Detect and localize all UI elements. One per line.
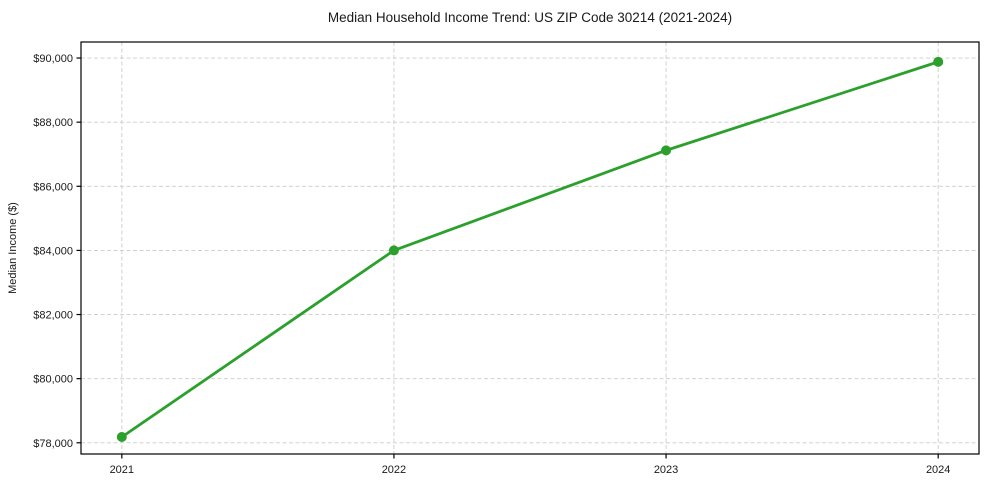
data-point — [116, 432, 127, 443]
y-tick-label: $90,000 — [33, 53, 73, 65]
data-layer — [116, 56, 944, 443]
x-tick-label: 2024 — [926, 464, 950, 476]
y-tick-label: $78,000 — [33, 438, 73, 450]
grid-layer — [81, 42, 979, 454]
y-axis-label: Median Income ($) — [7, 202, 19, 294]
x-tick-label: 2023 — [654, 464, 678, 476]
x-tick-label: 2022 — [382, 464, 406, 476]
data-point — [933, 56, 944, 67]
plot-border — [80, 41, 980, 455]
data-point — [388, 245, 399, 256]
y-tick-label: $84,000 — [33, 245, 73, 257]
x-tick-label: 2021 — [110, 464, 134, 476]
y-tick-label: $82,000 — [33, 310, 73, 322]
data-point — [661, 145, 672, 156]
axes-layer: $78,000 $80,000 $82,000 $84,000 $86,000 $88,0… — [33, 41, 980, 476]
y-tick-label: $88,000 — [33, 117, 73, 129]
y-tick-label: $80,000 — [33, 374, 73, 386]
y-tick-label: $86,000 — [33, 181, 73, 193]
trend-line — [120, 60, 940, 439]
chart-title: Median Household Income Trend: US ZIP Co… — [328, 10, 732, 25]
